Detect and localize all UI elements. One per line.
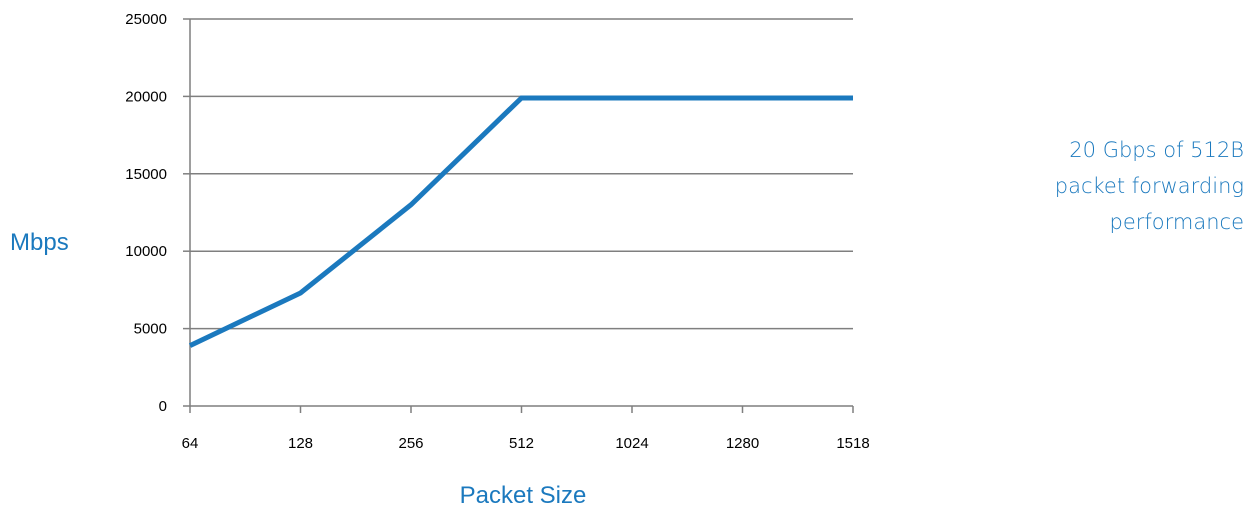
y-axis-label: Mbps: [10, 229, 69, 256]
x-tick-label: 1024: [615, 435, 648, 452]
annotation-line: performance: [1109, 210, 1245, 234]
y-tick-label: 10000: [125, 243, 167, 260]
x-tick-label: 512: [509, 435, 534, 452]
axes: [189, 19, 853, 407]
series-line: [188, 95, 853, 348]
y-axis-ticks: 0 5000 10000 15000 20000 25000: [125, 11, 190, 415]
series-group: [188, 95, 853, 348]
y-tick-label: 20000: [125, 88, 167, 105]
x-tick-label: 256: [398, 435, 423, 452]
gridlines: [190, 18, 853, 330]
x-axis-ticks: 64 128 256 512 1024 1280 1518: [182, 406, 870, 452]
x-tick-label: 64: [182, 435, 199, 452]
y-tick-label: 5000: [134, 321, 167, 338]
x-tick-label: 1518: [836, 435, 869, 452]
performance-annotation: 20 Gbps of 512B packet forwarding perfor…: [1055, 132, 1244, 240]
x-tick-label: 1280: [726, 435, 759, 452]
x-axis-label: Packet Size: [460, 482, 587, 509]
y-tick-label: 15000: [125, 166, 167, 183]
annotation-line: 20 Gbps of 512B: [1069, 138, 1244, 162]
y-tick-label: 0: [159, 398, 167, 415]
y-tick-label: 25000: [125, 11, 167, 28]
annotation-line: packet forwarding: [1054, 174, 1244, 198]
x-tick-label: 128: [288, 435, 313, 452]
